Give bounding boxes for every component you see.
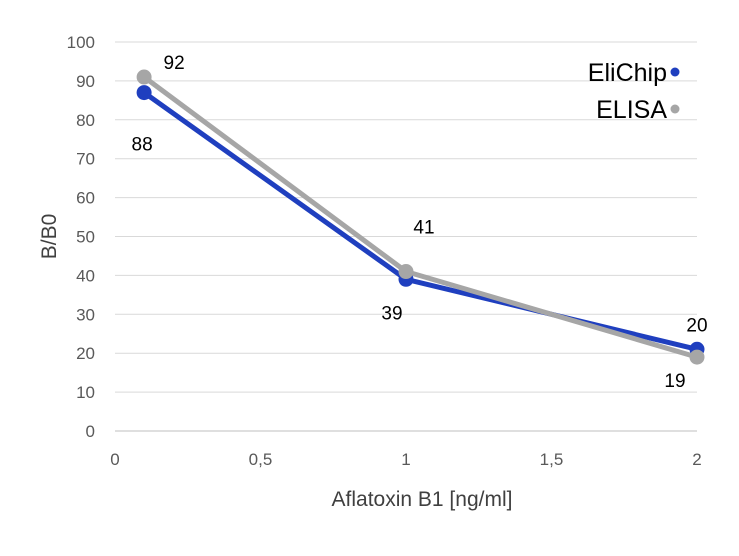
y-tick-label: 50 — [76, 228, 95, 247]
y-tick-label: 100 — [67, 33, 95, 52]
y-tick-label: 80 — [76, 111, 95, 130]
y-tick-label: 70 — [76, 150, 95, 169]
data-label-elisa: 92 — [164, 53, 185, 74]
x-tick-label: 0,5 — [249, 450, 273, 469]
data-label-elisa: 41 — [413, 218, 434, 239]
y-tick-label: 40 — [76, 266, 95, 285]
axes: 0 10 20 30 40 50 60 70 80 90 100 0 0,5 1 1,5 2 — [67, 33, 702, 469]
data-point-elisa — [136, 69, 152, 85]
legend-marker-elisa — [670, 104, 680, 114]
y-tick-label: 20 — [76, 344, 95, 363]
y-tick-label: 60 — [76, 189, 95, 208]
data-label-elichip: 20 — [686, 315, 707, 336]
x-tick-label: 2 — [692, 450, 701, 469]
data-point-elisa — [689, 349, 705, 365]
data-label-elichip: 88 — [132, 135, 153, 156]
y-tick-label: 0 — [86, 422, 95, 441]
data-point-elichip — [136, 85, 152, 101]
y-tick-label: 90 — [76, 72, 95, 91]
series-group — [136, 69, 705, 365]
data-label-elisa: 19 — [664, 371, 685, 392]
x-tick-label: 1,5 — [540, 450, 564, 469]
data-label-elichip: 39 — [381, 303, 402, 324]
legend-label-elisa: ELISA — [596, 96, 667, 124]
y-tick-label: 30 — [76, 305, 95, 324]
legend-marker-elichip — [670, 67, 680, 77]
y-tick-label: 10 — [76, 383, 95, 402]
legend: EliChip ELISA — [588, 59, 680, 124]
x-tick-label: 1 — [401, 450, 410, 469]
y-axis-title: B/B0 — [38, 214, 61, 260]
x-tick-label: 0 — [110, 450, 119, 469]
data-point-elisa — [398, 264, 414, 280]
data-labels: 88 39 20 92 41 19 — [132, 53, 708, 392]
x-axis-title: Aflatoxin B1 [ng/ml] — [332, 488, 513, 511]
legend-label-elichip: EliChip — [588, 59, 667, 87]
